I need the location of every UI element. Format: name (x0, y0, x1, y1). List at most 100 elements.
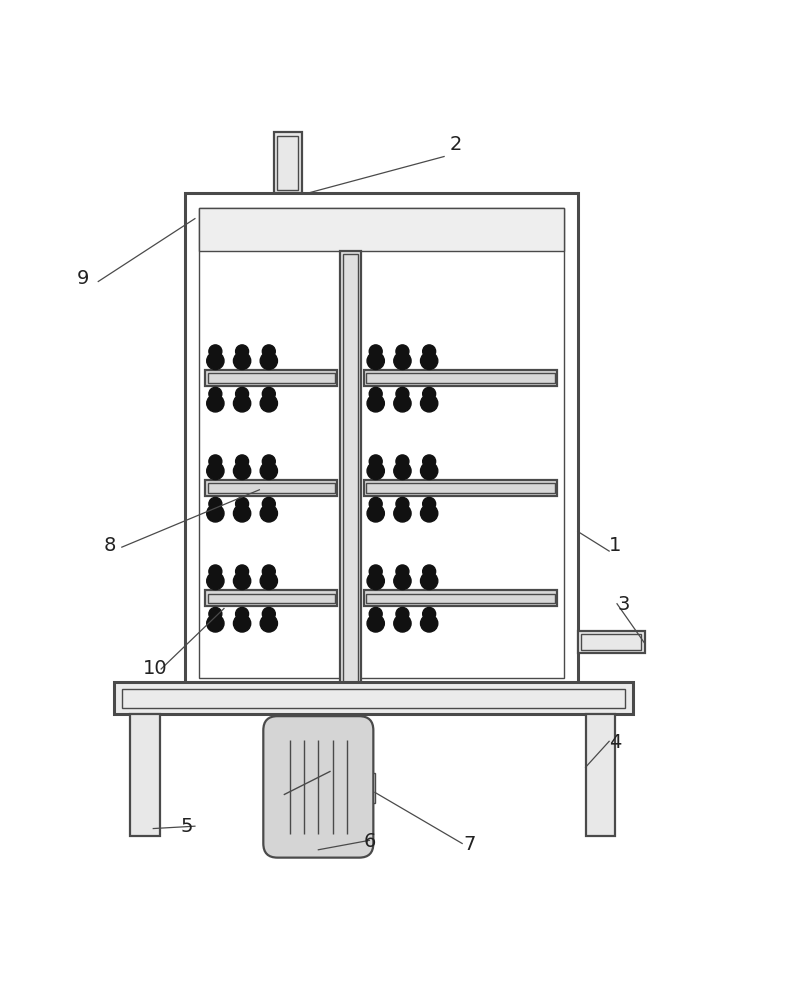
Bar (364, 480, 557, 496)
Bar (114, 682, 633, 714)
Circle shape (421, 462, 438, 480)
Bar (205, 480, 337, 496)
Circle shape (233, 352, 251, 370)
Circle shape (367, 462, 384, 480)
Circle shape (263, 345, 275, 358)
Bar (366, 483, 555, 493)
Bar (586, 714, 615, 836)
Circle shape (396, 387, 409, 400)
Text: 2: 2 (450, 135, 462, 154)
Circle shape (369, 497, 382, 510)
Circle shape (260, 462, 277, 480)
Circle shape (394, 462, 411, 480)
Circle shape (207, 462, 224, 480)
Circle shape (394, 572, 411, 590)
Circle shape (369, 345, 382, 358)
Bar (205, 590, 337, 606)
Bar (366, 373, 555, 383)
Circle shape (233, 505, 251, 522)
Circle shape (236, 387, 248, 400)
Text: 5: 5 (181, 817, 193, 836)
Circle shape (421, 572, 438, 590)
Bar (199, 208, 564, 678)
Circle shape (396, 607, 409, 620)
Bar (208, 373, 335, 383)
Bar (122, 689, 625, 708)
Circle shape (423, 565, 435, 578)
Circle shape (367, 572, 384, 590)
Circle shape (236, 607, 248, 620)
Circle shape (207, 352, 224, 370)
Bar (358, 773, 375, 803)
Circle shape (421, 352, 438, 370)
Circle shape (263, 387, 275, 400)
Circle shape (367, 505, 384, 522)
Bar (364, 590, 557, 606)
Text: 6: 6 (363, 832, 376, 851)
Circle shape (260, 615, 277, 632)
Text: 4: 4 (609, 733, 622, 752)
Circle shape (263, 607, 275, 620)
Circle shape (367, 615, 384, 632)
Circle shape (394, 352, 411, 370)
Circle shape (394, 395, 411, 412)
Circle shape (396, 497, 409, 510)
Circle shape (367, 395, 384, 412)
Circle shape (423, 387, 435, 400)
Circle shape (260, 505, 277, 522)
Circle shape (423, 345, 435, 358)
Circle shape (260, 395, 277, 412)
Circle shape (263, 497, 275, 510)
Bar (581, 634, 641, 650)
Text: 8: 8 (104, 536, 116, 555)
Circle shape (263, 565, 275, 578)
Bar (205, 370, 337, 386)
Circle shape (423, 607, 435, 620)
Bar (340, 251, 361, 718)
Circle shape (233, 572, 251, 590)
Circle shape (396, 455, 409, 468)
Bar (578, 631, 645, 653)
Circle shape (207, 395, 224, 412)
Bar (364, 370, 557, 386)
Circle shape (260, 352, 277, 370)
Circle shape (396, 345, 409, 358)
Circle shape (394, 505, 411, 522)
Circle shape (233, 462, 251, 480)
Bar (274, 132, 302, 193)
Circle shape (396, 565, 409, 578)
Text: 9: 9 (77, 269, 90, 288)
Circle shape (421, 615, 438, 632)
Circle shape (207, 505, 224, 522)
Bar (130, 714, 160, 836)
Circle shape (236, 565, 248, 578)
Bar (277, 136, 298, 190)
Circle shape (233, 395, 251, 412)
Text: 1: 1 (609, 536, 622, 555)
Circle shape (369, 607, 382, 620)
Circle shape (369, 455, 382, 468)
Circle shape (369, 565, 382, 578)
Circle shape (209, 565, 222, 578)
Circle shape (209, 387, 222, 400)
Circle shape (209, 497, 222, 510)
Circle shape (423, 455, 435, 468)
Bar (208, 594, 335, 603)
Text: 10: 10 (143, 659, 167, 678)
Circle shape (421, 395, 438, 412)
Circle shape (423, 497, 435, 510)
Circle shape (207, 615, 224, 632)
Bar (208, 483, 335, 493)
Bar (279, 728, 358, 850)
Circle shape (209, 455, 222, 468)
Text: 3: 3 (617, 595, 630, 614)
Bar (343, 254, 358, 715)
Circle shape (209, 607, 222, 620)
Circle shape (369, 387, 382, 400)
Circle shape (263, 455, 275, 468)
Circle shape (236, 497, 248, 510)
FancyBboxPatch shape (263, 716, 373, 858)
Circle shape (421, 505, 438, 522)
Bar (199, 208, 564, 251)
Text: 7: 7 (464, 835, 476, 854)
